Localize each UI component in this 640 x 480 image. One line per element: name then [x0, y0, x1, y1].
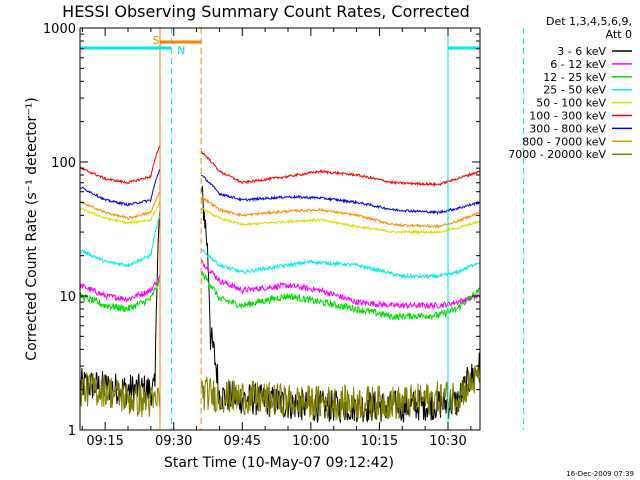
x-axis-label: Start Time (10-May-07 09:12:42) [164, 455, 394, 471]
series-8 [80, 364, 480, 421]
legend-label-3: 25 - 50 keV [543, 84, 606, 97]
series-layer [80, 145, 480, 424]
marker-layer: SN [80, 28, 524, 430]
series-3 [80, 215, 480, 280]
interval-label-N: N [177, 44, 185, 57]
series-line-5-seg2 [200, 150, 480, 187]
series-line-2-seg2 [200, 270, 480, 321]
footer-date: 16-Dec-2009 07:39 [566, 470, 634, 478]
series-5 [80, 145, 480, 187]
y-tick-label-0: 1 [68, 424, 76, 439]
series-line-8-seg1 [80, 372, 161, 418]
series-7 [80, 190, 480, 229]
legend-label-2: 12 - 25 keV [543, 71, 606, 84]
interval-label-S: S [153, 34, 160, 47]
x-tick-label-0: 09:15 [86, 434, 123, 449]
x-tick-label-1: 09:30 [155, 434, 192, 449]
series-line-3-seg1 [80, 215, 161, 268]
series-line-8-seg2 [200, 364, 480, 421]
legend-label-7: 800 - 7000 keV [522, 135, 606, 148]
x-tick-label-5: 10:30 [429, 434, 466, 449]
series-4 [80, 201, 480, 235]
legend-label-5: 100 - 300 keV [529, 110, 606, 123]
legend-label-8: 7000 - 20000 keV [508, 148, 606, 161]
series-line-3-seg2 [200, 248, 480, 280]
legend-label-6: 300 - 800 keV [529, 122, 606, 135]
y-tick-label-1: 10 [59, 290, 76, 305]
x-tick-label-2: 09:45 [224, 434, 261, 449]
series-line-1-seg1 [80, 275, 161, 304]
series-line-6-seg2 [201, 174, 480, 215]
legend-label-4: 50 - 100 keV [536, 97, 606, 110]
plot-frame [79, 27, 481, 431]
chart-title: HESSI Observing Summary Count Rates, Cor… [62, 2, 470, 21]
x-tick-label-3: 10:00 [292, 434, 329, 449]
series-line-4-seg1 [80, 201, 161, 226]
series-line-5-seg1 [80, 145, 161, 185]
legend-label-1: 6 - 12 keV [550, 58, 606, 71]
x-tick-label-4: 10:15 [361, 434, 398, 449]
series-6 [80, 168, 480, 215]
series-line-1-seg2 [201, 260, 480, 311]
legend-label-0: 3 - 6 keV [557, 45, 606, 58]
legend-header-line-1: Det 1,3,4,5,6,9, [546, 15, 632, 28]
legend-header-line-2: Att 0 [606, 28, 632, 41]
series-line-7-seg1 [80, 190, 161, 221]
series-line-6-seg1 [80, 168, 161, 207]
y-tick-label-3: 1000 [43, 22, 76, 37]
series-line-4-seg2 [200, 207, 480, 235]
y-tick-label-2: 100 [51, 156, 76, 171]
tick-layer: 09:15 09:30 09:45 10:00 10:15 10:30 1 10 100 1000 [43, 22, 480, 449]
series-1 [80, 260, 480, 311]
y-axis-label: Corrected Count Rate (s⁻¹ detector⁻¹) [24, 97, 40, 360]
series-line-7-seg2 [200, 196, 480, 229]
series-line-2-seg1 [80, 278, 161, 313]
series-2 [80, 270, 480, 321]
